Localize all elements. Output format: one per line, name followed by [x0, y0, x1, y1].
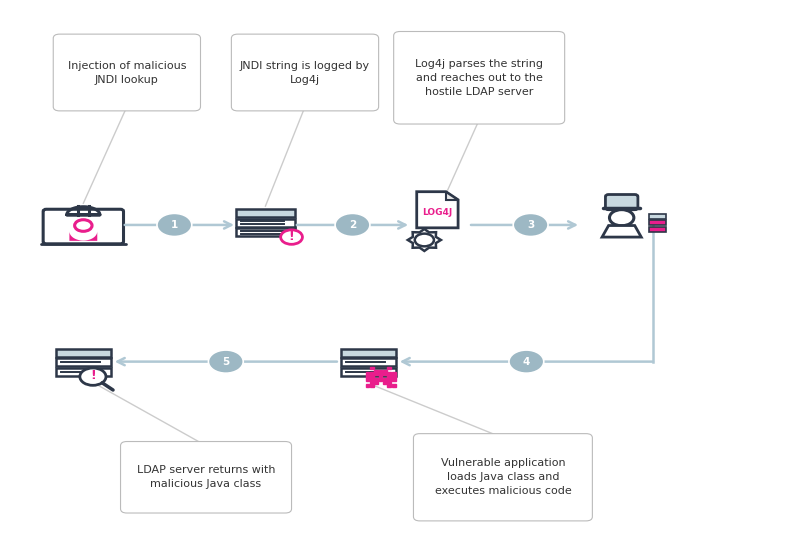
Circle shape — [514, 214, 548, 237]
FancyBboxPatch shape — [366, 372, 370, 375]
FancyBboxPatch shape — [231, 34, 378, 111]
Polygon shape — [446, 192, 458, 200]
FancyBboxPatch shape — [370, 384, 374, 387]
FancyBboxPatch shape — [378, 370, 382, 372]
FancyBboxPatch shape — [374, 372, 378, 375]
Circle shape — [509, 350, 544, 373]
FancyBboxPatch shape — [370, 381, 374, 384]
FancyBboxPatch shape — [370, 367, 374, 370]
FancyBboxPatch shape — [341, 349, 395, 357]
Text: JNDI string is logged by
Log4j: JNDI string is logged by Log4j — [240, 60, 370, 84]
FancyBboxPatch shape — [236, 209, 295, 217]
FancyBboxPatch shape — [341, 368, 395, 376]
FancyBboxPatch shape — [383, 378, 387, 381]
FancyBboxPatch shape — [370, 372, 374, 375]
Circle shape — [157, 214, 192, 237]
Text: 1: 1 — [170, 220, 178, 230]
Circle shape — [281, 230, 302, 245]
FancyBboxPatch shape — [366, 375, 370, 378]
Circle shape — [209, 350, 243, 373]
Polygon shape — [408, 229, 441, 251]
FancyBboxPatch shape — [383, 372, 387, 375]
FancyBboxPatch shape — [392, 375, 395, 378]
Circle shape — [335, 214, 370, 237]
FancyBboxPatch shape — [387, 384, 391, 387]
FancyBboxPatch shape — [606, 194, 638, 210]
Text: Log4j parses the string
and reaches out to the
hostile LDAP server: Log4j parses the string and reaches out … — [415, 59, 543, 97]
FancyBboxPatch shape — [370, 375, 374, 378]
FancyBboxPatch shape — [649, 214, 666, 219]
FancyBboxPatch shape — [387, 372, 391, 375]
FancyBboxPatch shape — [374, 378, 378, 381]
FancyBboxPatch shape — [121, 442, 291, 513]
FancyBboxPatch shape — [378, 378, 382, 381]
Text: 5: 5 — [222, 357, 230, 367]
FancyBboxPatch shape — [387, 378, 391, 381]
FancyBboxPatch shape — [56, 349, 110, 357]
FancyBboxPatch shape — [649, 227, 666, 232]
Text: 3: 3 — [527, 220, 534, 230]
FancyBboxPatch shape — [414, 434, 592, 521]
FancyBboxPatch shape — [387, 375, 391, 378]
FancyBboxPatch shape — [378, 372, 382, 375]
Text: !: ! — [289, 230, 294, 243]
Circle shape — [414, 233, 434, 246]
FancyBboxPatch shape — [370, 378, 374, 381]
FancyBboxPatch shape — [383, 370, 387, 372]
Text: Injection of malicious
JNDI lookup: Injection of malicious JNDI lookup — [68, 60, 186, 84]
FancyBboxPatch shape — [56, 358, 110, 366]
Polygon shape — [70, 231, 98, 241]
FancyBboxPatch shape — [374, 370, 378, 372]
FancyBboxPatch shape — [366, 378, 370, 381]
FancyBboxPatch shape — [374, 381, 378, 384]
Text: 4: 4 — [522, 357, 530, 367]
Polygon shape — [602, 225, 642, 237]
Text: 2: 2 — [349, 220, 356, 230]
FancyBboxPatch shape — [54, 34, 201, 111]
Polygon shape — [417, 192, 458, 228]
FancyBboxPatch shape — [392, 384, 395, 387]
Circle shape — [610, 210, 634, 226]
FancyBboxPatch shape — [236, 219, 295, 227]
Text: !: ! — [90, 370, 96, 382]
Text: LDAP server returns with
malicious Java class: LDAP server returns with malicious Java … — [137, 465, 275, 489]
FancyBboxPatch shape — [56, 368, 110, 376]
Text: Vulnerable application
loads Java class and
executes malicious code: Vulnerable application loads Java class … — [434, 458, 571, 496]
FancyBboxPatch shape — [236, 229, 295, 237]
Circle shape — [80, 368, 106, 386]
FancyBboxPatch shape — [383, 381, 387, 384]
FancyBboxPatch shape — [43, 209, 123, 244]
FancyBboxPatch shape — [378, 375, 382, 378]
FancyBboxPatch shape — [394, 32, 565, 124]
FancyBboxPatch shape — [387, 381, 391, 384]
FancyBboxPatch shape — [387, 367, 391, 370]
FancyBboxPatch shape — [649, 221, 666, 225]
FancyBboxPatch shape — [392, 372, 395, 375]
FancyBboxPatch shape — [392, 378, 395, 381]
FancyBboxPatch shape — [366, 384, 370, 387]
Text: LOG4J: LOG4J — [422, 208, 453, 217]
FancyBboxPatch shape — [341, 358, 395, 366]
